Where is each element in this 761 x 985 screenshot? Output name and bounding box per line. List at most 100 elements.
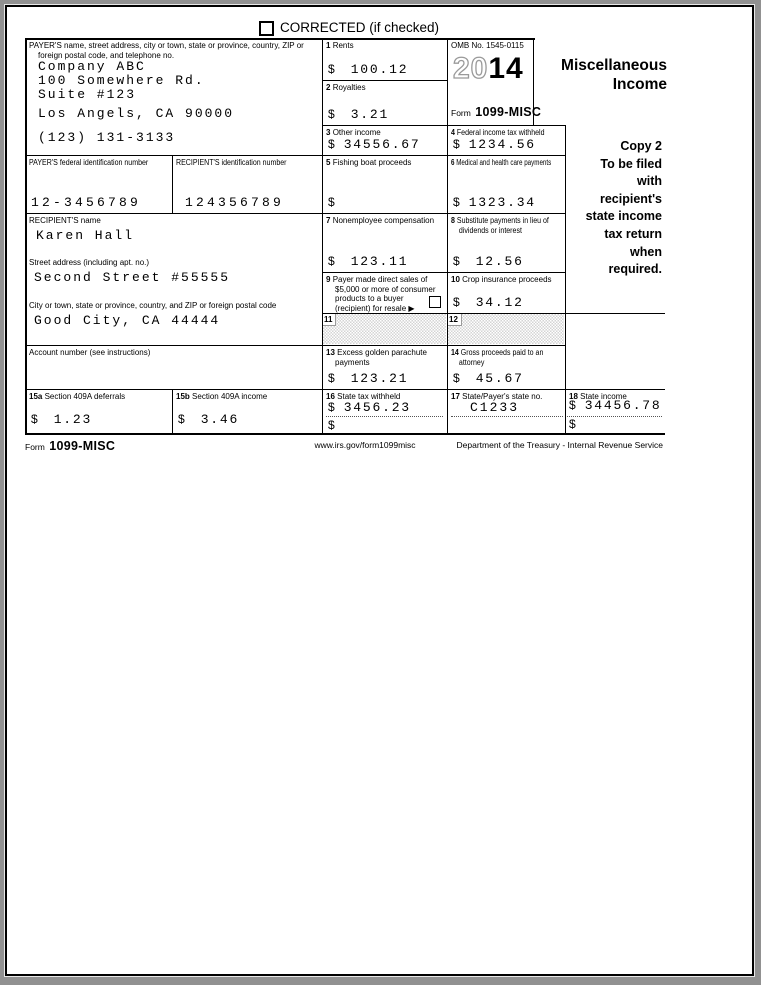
box2-amount: $3.21 (328, 107, 390, 122)
box1-label: Rents (332, 41, 354, 50)
box5-amount: $ (328, 195, 351, 209)
box4-amount: $1234.56 (453, 137, 536, 152)
box10-number: 10 (451, 275, 460, 284)
box2-label: Royalties (332, 83, 366, 92)
box15a-amount: $1.23 (31, 412, 93, 427)
form-number-block: Form 1099-MISC (451, 103, 541, 121)
divider (172, 389, 173, 433)
payer-fed-id-label: PAYER'S federal identification number (29, 158, 149, 167)
document-page: CORRECTED (if checked) PAYER'S name, str… (5, 5, 754, 976)
footer-form-num: 1099-MISC (49, 439, 116, 453)
box10-label: Crop insurance proceeds (462, 275, 552, 284)
divider (533, 38, 534, 125)
box18-label: State income (580, 392, 627, 401)
box3-label: Other income (332, 128, 381, 137)
corrected-label: CORRECTED (if checked) (280, 20, 440, 35)
payer-suite: Suite #123 (38, 87, 137, 102)
box16-amount: $3456.23 (328, 400, 411, 415)
box6-number: 6 (451, 158, 455, 167)
box17-state-number: C1233 (470, 400, 520, 415)
box14-label: Gross proceeds paid to an attorney (458, 348, 544, 367)
payer-street: 100 Somewhere Rd. (38, 73, 205, 88)
corrected-checkbox[interactable] (259, 21, 274, 36)
box11-number: 11 (323, 314, 337, 326)
form-title-line2: Income (612, 76, 667, 93)
box7-number: 7 (326, 216, 331, 225)
box3-amount: $34556.67 (328, 137, 421, 152)
form-number: 1099-MISC (475, 105, 542, 119)
box18-amount: $34456.78 (569, 398, 662, 413)
dollar-sign: $ (328, 400, 335, 414)
copy2-line: tax return (604, 226, 662, 241)
box16-amount-row2: $ (328, 418, 344, 432)
divider (25, 155, 565, 156)
recipient-street-label: Street address (including apt. no.) (29, 258, 150, 267)
divider (322, 38, 323, 433)
dollar-sign: $ (328, 254, 335, 268)
copy2-line: recipient's (599, 191, 662, 206)
box15a-number: 15a (29, 392, 43, 401)
copy2-line: when (630, 244, 662, 259)
footer-url: www.irs.gov/form1099misc (314, 440, 416, 450)
copy2-line: Copy 2 (620, 139, 662, 153)
box9-label: Payer made direct sales of $5,000 or mor… (332, 275, 436, 313)
box12-shaded-area (448, 314, 564, 344)
box14-number: 14 (451, 348, 459, 357)
year-bold: 14 (488, 52, 524, 85)
box15b-number: 15b (176, 392, 190, 401)
divider (25, 38, 27, 435)
payer-phone: (123) 131-3133 (38, 130, 176, 145)
box13-number: 13 (326, 348, 335, 357)
box7-label: Nonemployee compensation (332, 216, 435, 225)
form-word: Form (451, 108, 471, 118)
divider (25, 433, 665, 435)
divider (172, 155, 173, 213)
box17-number: 17 (451, 392, 460, 401)
footer-department: Department of the Treasury - Internal Re… (456, 440, 663, 450)
box2-number: 2 (326, 83, 331, 92)
dollar-sign: $ (178, 412, 185, 426)
divider (326, 416, 443, 417)
box5-label: Fishing boat proceeds (332, 158, 412, 167)
box15b-label: Section 409A income (192, 392, 268, 401)
dollar-sign: $ (328, 62, 335, 76)
divider (25, 213, 565, 214)
box13-amount: $123.21 (328, 371, 409, 386)
form-1099-misc: CORRECTED (if checked) PAYER'S name, str… (7, 7, 752, 974)
box17-label: State/Payer's state no. (462, 392, 543, 401)
divider (322, 80, 447, 81)
dollar-sign: $ (453, 371, 460, 385)
divider (322, 125, 565, 126)
divider (565, 125, 566, 433)
dollar-sign: $ (328, 418, 335, 432)
dollar-sign: $ (328, 137, 335, 151)
recipient-city-label: City or town, state or province, country… (29, 301, 277, 310)
box10-amount: $34.12 (453, 295, 524, 310)
box6-label: Medical and health care payments (456, 158, 552, 167)
box18-number: 18 (569, 392, 578, 401)
dollar-sign: $ (328, 371, 335, 385)
account-number-label: Account number (see instructions) (29, 348, 151, 357)
dollar-sign: $ (453, 137, 460, 151)
payer-block-label: PAYER'S name, street address, city or to… (29, 41, 304, 60)
recipient-id-label: RECIPIENT'S identification number (176, 158, 287, 167)
box8-label: Substitute payments in lieu of dividends… (456, 216, 549, 235)
box9-number: 9 (326, 275, 331, 284)
copy2-line: To be filed (600, 156, 662, 171)
box3-number: 3 (326, 128, 331, 137)
box7-amount: $123.11 (328, 254, 409, 269)
divider (447, 38, 448, 433)
footer-form-word: Form (25, 442, 45, 452)
recipient-city: Good City, CA 44444 (34, 313, 221, 328)
recipient-id: 124356789 (185, 195, 285, 210)
divider (567, 416, 662, 417)
dollar-sign: $ (569, 398, 576, 412)
divider (451, 416, 563, 417)
box8-amount: $12.56 (453, 254, 524, 269)
box9-checkbox[interactable] (429, 296, 441, 308)
divider (322, 313, 665, 314)
copy2-instructions: Copy 2 To be filed with recipient's stat… (545, 138, 662, 279)
divider (25, 389, 665, 390)
form-title: Miscellaneous Income (527, 56, 667, 94)
box15b-amount: $3.46 (178, 412, 240, 427)
